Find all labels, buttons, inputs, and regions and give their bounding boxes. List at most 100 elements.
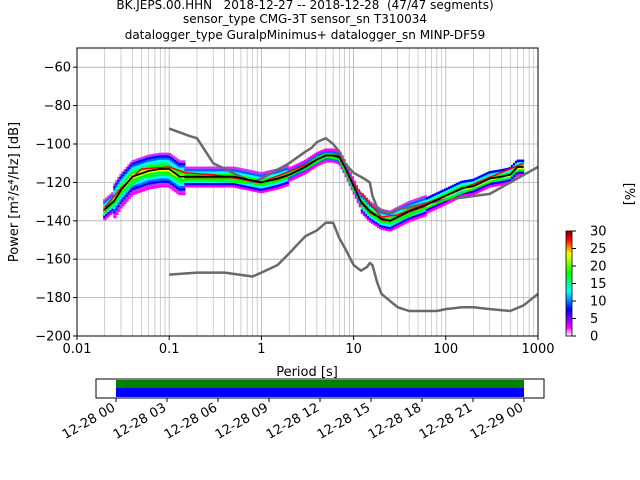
density-cell (206, 182, 210, 186)
density-cell (147, 168, 151, 171)
density-cell (182, 169, 186, 173)
density-cell (249, 174, 253, 178)
density-cell (456, 182, 460, 186)
density-cell (417, 211, 421, 214)
density-cell (168, 166, 172, 170)
density-cell (247, 171, 251, 175)
density-cell (301, 172, 306, 175)
density-cell (115, 184, 119, 188)
density-cell (458, 191, 462, 194)
density-cell (107, 195, 111, 199)
density-cell (433, 207, 437, 210)
density-cell (277, 184, 281, 187)
density-cell (269, 181, 273, 185)
timeline-bar-top (116, 380, 524, 388)
density-cell (328, 159, 332, 163)
density-cell (176, 163, 180, 167)
density-cell (429, 209, 433, 212)
density-cell (476, 190, 480, 194)
density-cell (226, 173, 231, 177)
timeline-tick-label: 12-28 09 (213, 400, 271, 442)
density-cell (121, 182, 125, 186)
density-cell (143, 165, 147, 168)
density-cell (153, 183, 158, 187)
density-cell (366, 201, 371, 205)
density-cell (512, 167, 517, 171)
density-cell (492, 172, 496, 176)
density-cell (421, 209, 425, 213)
density-cell (166, 152, 170, 156)
density-cell (316, 156, 320, 160)
density-cell (368, 215, 373, 218)
density-cell (466, 179, 470, 183)
density-cell (147, 166, 151, 169)
density-cell (350, 187, 354, 191)
density-cell (379, 212, 383, 216)
density-cell (411, 206, 415, 210)
density-cell (145, 180, 149, 184)
density-cell (285, 172, 289, 175)
density-cell (482, 173, 486, 177)
density-cell (159, 157, 164, 160)
density-cell (194, 178, 198, 181)
density-cell (119, 194, 123, 198)
density-cell (200, 166, 204, 170)
density-cell (117, 204, 121, 208)
density-cell (267, 186, 271, 190)
density-cell (305, 158, 310, 162)
density-cell (243, 175, 247, 179)
density-cell (176, 165, 180, 169)
density-cell (239, 172, 243, 176)
density-cell (245, 183, 249, 186)
density-cell (275, 182, 279, 185)
density-cell (401, 208, 405, 212)
density-cell (332, 151, 336, 154)
density-cell (190, 166, 194, 170)
density-cell (439, 195, 444, 198)
density-cell (360, 206, 364, 210)
density-cell (168, 171, 172, 175)
density-cell (328, 148, 332, 152)
density-cell (279, 174, 283, 177)
density-cell (115, 207, 119, 211)
density-cell (237, 172, 241, 175)
density-cell (129, 164, 133, 167)
density-cell (265, 177, 269, 181)
chart-title-line2: sensor_type CMG-3T sensor_sn T310034 (182, 12, 428, 26)
density-cell (155, 153, 160, 156)
density-cell (518, 164, 523, 167)
density-cell (395, 225, 399, 229)
density-cell (161, 159, 166, 163)
probability-density (103, 148, 525, 232)
density-cell (344, 165, 348, 169)
density-cell (249, 170, 253, 173)
density-cell (133, 166, 137, 169)
density-cell (239, 170, 243, 173)
density-cell (301, 163, 306, 166)
density-cell (510, 174, 515, 177)
density-cell (149, 177, 154, 180)
density-cell (182, 167, 186, 170)
density-cell (141, 188, 145, 192)
density-cell (107, 214, 111, 217)
density-cell (399, 216, 403, 220)
density-cell (115, 189, 119, 193)
density-cell (348, 174, 352, 177)
density-cell (383, 216, 387, 219)
density-cell (202, 171, 206, 174)
density-cell (226, 184, 231, 188)
density-cell (196, 166, 200, 170)
density-cell (164, 180, 168, 183)
density-cell (149, 156, 154, 160)
density-cell (166, 159, 170, 163)
density-cell (415, 200, 419, 204)
density-cell (251, 170, 255, 174)
density-cell (111, 199, 115, 202)
density-cell (139, 173, 143, 176)
density-cell (235, 178, 239, 182)
density-cell (277, 170, 281, 173)
x-axis: 0.01 0.1 1 10 100 1000 (63, 336, 555, 357)
density-cell (405, 209, 409, 212)
density-cell (372, 218, 377, 221)
density-cell (362, 197, 366, 201)
